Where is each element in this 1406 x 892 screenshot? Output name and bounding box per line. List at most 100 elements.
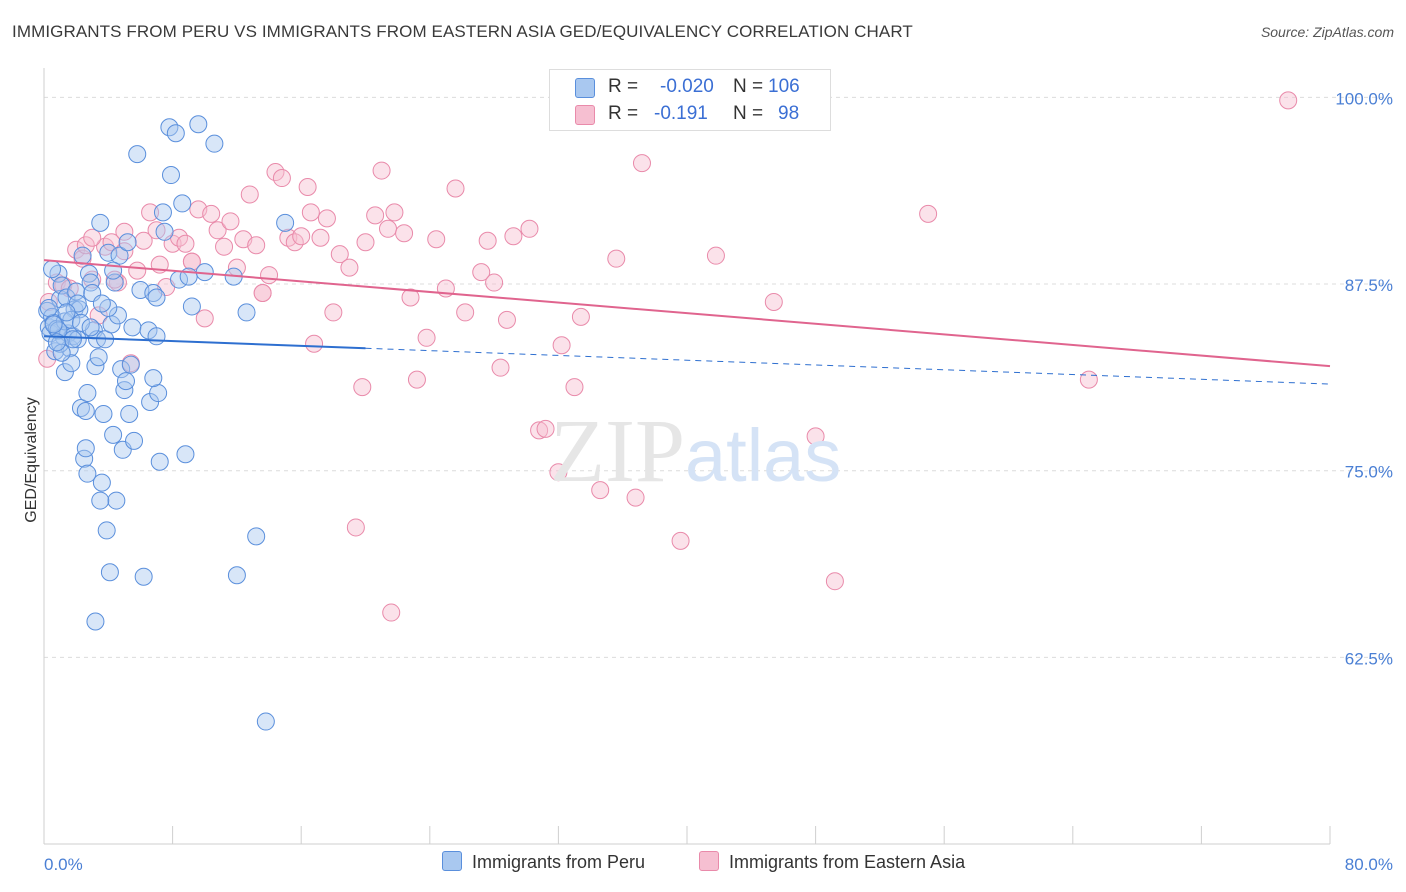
data-point-peru — [227, 566, 246, 585]
source-label: Source: ZipAtlas.com — [1260, 24, 1394, 40]
data-point-peru — [144, 369, 163, 388]
data-point-peru — [43, 260, 62, 279]
data-point-peru — [147, 288, 166, 307]
data-point-asia — [764, 292, 783, 311]
data-point-peru — [92, 294, 111, 313]
data-point-asia — [356, 233, 375, 252]
data-point-asia — [1079, 370, 1098, 389]
data-point-asia — [379, 219, 398, 238]
data-point-peru — [80, 264, 99, 283]
data-point-asia — [536, 419, 555, 438]
data-point-asia — [215, 237, 234, 256]
y-tick-label: 87.5% — [1345, 276, 1393, 295]
legend-item-peru: Immigrants from Peru — [442, 851, 645, 873]
data-point-peru — [52, 343, 71, 362]
x-tick-labels: 0.0% 80.0% — [44, 855, 1393, 874]
data-point-asia — [1279, 91, 1298, 110]
legend-r-label: R = — [608, 76, 639, 97]
chart-title: IMMIGRANTS FROM PERU VS IMMIGRANTS FROM … — [12, 22, 913, 41]
data-point-asia — [472, 263, 491, 282]
data-point-peru — [94, 404, 113, 423]
axes — [43, 68, 1331, 845]
legend-peru-n: 106 — [768, 76, 800, 97]
data-point-asia — [565, 378, 584, 397]
data-point-asia — [491, 358, 510, 377]
data-point-asia — [591, 481, 610, 500]
data-point-asia — [671, 531, 690, 550]
data-point-asia — [346, 518, 365, 537]
legend-row-asia: R = -0.191 N = 98 — [550, 101, 830, 127]
data-point-peru — [149, 384, 168, 403]
data-point-asia — [485, 273, 504, 292]
data-point-asia — [407, 370, 426, 389]
data-point-asia — [272, 169, 291, 188]
data-point-peru — [176, 445, 195, 464]
data-point-peru — [100, 563, 119, 582]
data-point-peru — [128, 145, 147, 164]
data-point-peru — [112, 360, 131, 379]
data-point-peru — [108, 306, 127, 325]
watermark-zip: ZIP — [550, 402, 685, 501]
data-point-peru — [205, 134, 224, 153]
data-point-peru — [71, 398, 90, 417]
trend-lines — [43, 259, 1331, 385]
asia-legend-label: Immigrants from Eastern Asia — [729, 852, 966, 872]
y-tick-label: 75.0% — [1345, 463, 1393, 482]
x-tick-label: 0.0% — [44, 855, 83, 874]
data-point-asia — [372, 161, 391, 180]
data-point-asia — [427, 230, 446, 249]
data-point-peru — [155, 222, 174, 241]
legend-asia-r: -0.191 — [654, 103, 708, 124]
series-peru — [38, 115, 295, 731]
data-point-peru — [99, 243, 118, 262]
data-point-peru — [89, 348, 108, 367]
y-tick-label: 62.5% — [1345, 649, 1393, 668]
data-point-peru — [91, 213, 110, 232]
data-point-peru — [120, 404, 139, 423]
data-point-asia — [39, 292, 58, 311]
data-point-asia — [83, 270, 102, 289]
data-point-asia — [632, 154, 651, 173]
data-point-asia — [311, 228, 330, 247]
data-point-asia — [292, 227, 311, 246]
data-point-asia — [134, 231, 153, 250]
data-point-peru — [76, 439, 95, 458]
data-point-peru — [189, 115, 208, 134]
legend-asia-n: 98 — [778, 103, 800, 124]
legend-n-label: N = — [733, 76, 764, 97]
data-point-asia — [221, 212, 240, 231]
peru-legend-label: Immigrants from Peru — [472, 852, 646, 872]
data-point-asia — [195, 309, 214, 328]
legend-r-label: R = — [608, 103, 639, 124]
data-point-asia — [504, 227, 523, 246]
data-point-asia — [626, 488, 645, 507]
data-point-peru — [44, 315, 63, 334]
trend-line-peru-extension — [365, 347, 1331, 385]
data-point-peru — [247, 527, 266, 546]
data-point-peru — [125, 431, 144, 450]
data-point-asia — [301, 203, 320, 222]
data-point-peru — [55, 363, 74, 382]
data-point-asia — [919, 204, 938, 223]
data-point-asia — [552, 336, 571, 355]
data-point-asia — [549, 463, 568, 482]
trend-line-peru — [43, 335, 366, 350]
data-point-asia — [571, 307, 590, 326]
y-tick-labels: 62.5% 75.0% 87.5% 100.0% — [1335, 89, 1393, 668]
peru-swatch — [575, 78, 595, 98]
data-point-peru — [57, 303, 76, 322]
data-point-asia — [260, 266, 279, 285]
data-point-asia — [317, 209, 336, 228]
series-eastern-asia — [38, 88, 1298, 622]
data-point-peru — [256, 712, 275, 731]
data-point-peru — [92, 473, 111, 492]
data-point-asia — [607, 249, 626, 268]
data-point-asia — [240, 185, 259, 204]
data-point-asia — [520, 219, 539, 238]
data-point-asia — [208, 221, 227, 240]
data-point-asia — [806, 427, 825, 446]
data-point-asia — [182, 252, 201, 271]
data-point-asia — [366, 206, 385, 225]
legend-n-label: N = — [733, 103, 764, 124]
data-point-asia — [83, 228, 102, 247]
